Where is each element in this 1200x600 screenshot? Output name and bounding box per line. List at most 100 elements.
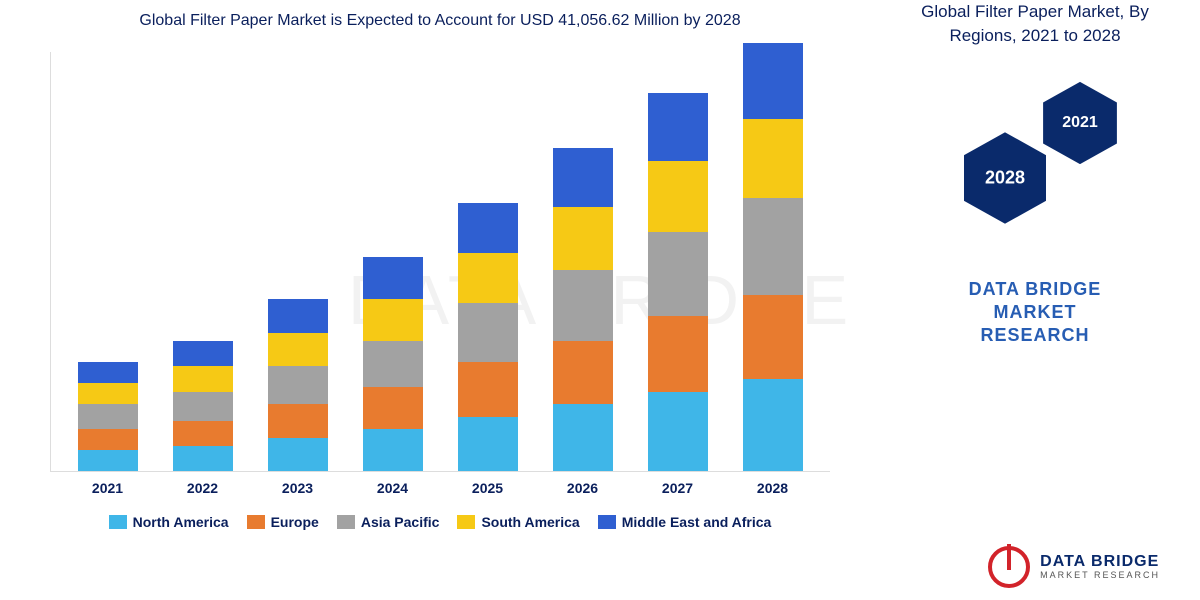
legend-swatch bbox=[337, 515, 355, 529]
bar-segment bbox=[268, 438, 328, 472]
bar-segment bbox=[553, 148, 613, 207]
bar-segment bbox=[458, 203, 518, 253]
legend-swatch bbox=[109, 515, 127, 529]
legend-label: Middle East and Africa bbox=[622, 514, 772, 530]
bar-column bbox=[168, 341, 238, 471]
bar-segment bbox=[363, 429, 423, 471]
bar-column bbox=[738, 43, 808, 471]
x-axis-labels: 2021 2022 2023 2024 2025 2026 2027 2028 bbox=[50, 472, 830, 496]
legend-item: Middle East and Africa bbox=[598, 514, 772, 530]
bar-stack bbox=[648, 93, 708, 471]
bar-stack bbox=[743, 43, 803, 471]
bar-segment bbox=[648, 232, 708, 316]
chart-bars bbox=[51, 52, 830, 471]
bar-segment bbox=[173, 341, 233, 366]
bar-segment bbox=[743, 43, 803, 119]
footer-brand-text: DATA BRIDGE MARKET RESEARCH bbox=[1040, 554, 1160, 580]
legend-swatch bbox=[457, 515, 475, 529]
bar-segment bbox=[268, 299, 328, 333]
brand-line: DATA BRIDGE bbox=[870, 278, 1200, 301]
bar-segment bbox=[648, 161, 708, 232]
bar-segment bbox=[363, 257, 423, 299]
footer-brand-main: DATA BRIDGE bbox=[1040, 554, 1160, 570]
bar-segment bbox=[458, 253, 518, 303]
bar-segment bbox=[458, 417, 518, 472]
brand-line: RESEARCH bbox=[870, 324, 1200, 347]
footer-logo-icon bbox=[988, 546, 1030, 588]
bar-stack bbox=[78, 362, 138, 471]
bar-stack bbox=[553, 148, 613, 471]
bar-segment bbox=[173, 392, 233, 421]
bar-segment bbox=[78, 429, 138, 450]
bar-segment bbox=[268, 366, 328, 404]
bar-segment bbox=[743, 295, 803, 379]
bar-column bbox=[263, 299, 333, 471]
x-axis-label: 2025 bbox=[453, 480, 523, 496]
bar-stack bbox=[363, 257, 423, 471]
bar-segment bbox=[743, 119, 803, 199]
legend-label: Europe bbox=[271, 514, 319, 530]
bar-segment bbox=[78, 383, 138, 404]
legend-item: North America bbox=[109, 514, 229, 530]
bar-segment bbox=[363, 299, 423, 341]
bar-column bbox=[358, 257, 428, 471]
bar-segment bbox=[268, 404, 328, 438]
bar-segment bbox=[743, 379, 803, 471]
bar-segment bbox=[553, 341, 613, 404]
brand-line: MARKET bbox=[870, 301, 1200, 324]
bar-segment bbox=[458, 303, 518, 362]
bar-segment bbox=[78, 450, 138, 471]
legend-swatch bbox=[247, 515, 265, 529]
bar-segment bbox=[78, 362, 138, 383]
footer-brand-sub: MARKET RESEARCH bbox=[1040, 570, 1160, 580]
x-axis-label: 2021 bbox=[73, 480, 143, 496]
hexagon-label: 2021 bbox=[1062, 114, 1098, 132]
bar-segment bbox=[648, 316, 708, 392]
legend-swatch bbox=[598, 515, 616, 529]
chart-legend: North America Europe Asia Pacific South Ame… bbox=[50, 514, 830, 530]
hexagon-2021: 2021 bbox=[1035, 78, 1125, 168]
bar-segment bbox=[363, 341, 423, 387]
legend-label: South America bbox=[481, 514, 579, 530]
bar-segment bbox=[553, 207, 613, 270]
hexagon-label: 2028 bbox=[985, 167, 1025, 188]
hexagon-badges: 2028 2021 bbox=[925, 78, 1145, 248]
chart-title: Global Filter Paper Market is Expected t… bbox=[30, 10, 850, 32]
legend-item: Asia Pacific bbox=[337, 514, 440, 530]
bar-segment bbox=[268, 333, 328, 367]
x-axis-label: 2024 bbox=[358, 480, 428, 496]
bar-segment bbox=[173, 446, 233, 471]
bar-column bbox=[453, 203, 523, 472]
bar-column bbox=[73, 362, 143, 471]
bar-segment bbox=[363, 387, 423, 429]
bar-segment bbox=[648, 93, 708, 160]
bar-column bbox=[548, 148, 618, 471]
bar-segment bbox=[173, 366, 233, 391]
bar-segment bbox=[173, 421, 233, 446]
chart-plot bbox=[50, 52, 830, 472]
bar-segment bbox=[553, 270, 613, 341]
right-panel-title: Global Filter Paper Market, By Regions, … bbox=[870, 0, 1200, 48]
legend-item: Europe bbox=[247, 514, 319, 530]
bar-stack bbox=[268, 299, 328, 471]
bar-segment bbox=[743, 198, 803, 295]
bar-segment bbox=[553, 404, 613, 471]
x-axis-label: 2028 bbox=[738, 480, 808, 496]
x-axis-label: 2026 bbox=[548, 480, 618, 496]
x-axis-label: 2027 bbox=[643, 480, 713, 496]
x-axis-label: 2023 bbox=[263, 480, 333, 496]
chart-container: Global Filter Paper Market is Expected t… bbox=[30, 10, 850, 570]
bar-stack bbox=[173, 341, 233, 471]
x-axis-label: 2022 bbox=[168, 480, 238, 496]
bar-segment bbox=[78, 404, 138, 429]
right-panel: Global Filter Paper Market, By Regions, … bbox=[870, 0, 1200, 600]
legend-label: North America bbox=[133, 514, 229, 530]
bar-segment bbox=[458, 362, 518, 417]
legend-label: Asia Pacific bbox=[361, 514, 440, 530]
brand-text: DATA BRIDGE MARKET RESEARCH bbox=[870, 278, 1200, 348]
bar-stack bbox=[458, 203, 518, 472]
footer-brand: DATA BRIDGE MARKET RESEARCH bbox=[988, 546, 1160, 588]
bar-column bbox=[643, 93, 713, 471]
legend-item: South America bbox=[457, 514, 579, 530]
bar-segment bbox=[648, 392, 708, 472]
